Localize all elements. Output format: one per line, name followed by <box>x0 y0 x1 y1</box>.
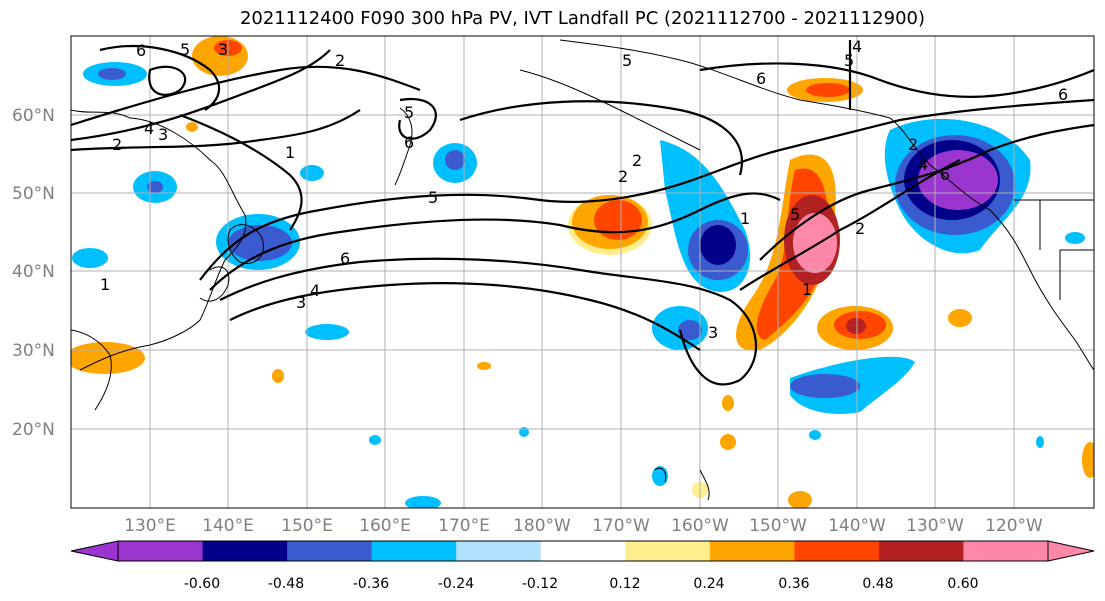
colorbar-extend-max <box>1047 540 1095 562</box>
contour-label: 4 <box>918 155 928 174</box>
colorbar-segment <box>709 541 795 561</box>
longitude-labels: 130°E 140°E 150°E 160°E 170°E 180°W 170°… <box>124 516 1043 536</box>
map-content: 6 5 2 4 3 2 1 6 5 5 6 4 3 1 2 5 2 1 4 5 … <box>71 36 1094 508</box>
colorbar-segment <box>878 541 964 561</box>
contour-label: 4 <box>144 119 154 138</box>
colorbar-tick-label: 0.48 <box>862 576 893 592</box>
lat-label: 50°N <box>12 184 55 204</box>
lon-label: 140°W <box>828 516 886 536</box>
colorbar-tick-label: -0.36 <box>353 576 389 592</box>
contour-label: 5 <box>428 188 438 207</box>
colorbar-segment <box>118 541 204 561</box>
pv-anomaly-fill <box>71 36 1094 508</box>
contour-label: 2 <box>112 135 122 154</box>
contour-label: 2 <box>908 135 918 154</box>
contour-labels: 6 5 2 4 3 2 1 6 5 5 6 4 3 1 2 5 2 1 4 5 … <box>100 37 1068 342</box>
map-frame <box>70 35 1095 509</box>
map-background <box>71 36 1094 508</box>
colorbar-segment <box>202 541 288 561</box>
contour-label: 2 <box>632 151 642 170</box>
latitude-labels: 20°N 30°N 40°N 50°N 60°N <box>12 106 55 440</box>
contour-label: 3 <box>218 40 228 59</box>
contour-label: 1 <box>740 209 750 228</box>
colorbar-segment <box>371 541 457 561</box>
colorbar-segment <box>625 541 711 561</box>
contour-label: 4 <box>310 281 320 300</box>
lon-label: 170°W <box>592 516 650 536</box>
lon-label: 160°W <box>671 516 729 536</box>
contour-label: 2 <box>855 219 865 238</box>
lat-label: 30°N <box>12 341 55 361</box>
contour-label: 5 <box>622 51 632 70</box>
contour-label: 6 <box>940 165 950 184</box>
colorbar-tick-label: -0.48 <box>268 576 304 592</box>
lon-label: 140°E <box>202 516 254 536</box>
colorbar-labels: -0.60 -0.48 -0.36 -0.24 -0.12 0.12 0.24 … <box>184 576 979 592</box>
contour-label: 1 <box>802 280 812 299</box>
contour-label: 2 <box>618 167 628 186</box>
colorbar-tick-label: -0.24 <box>438 576 474 592</box>
colorbar-segment <box>794 541 880 561</box>
lon-label: 130°W <box>906 516 964 536</box>
lon-label: 170°E <box>438 516 490 536</box>
contour-label: 3 <box>296 293 306 312</box>
colorbar-frame <box>117 540 1049 562</box>
lat-label: 60°N <box>12 106 55 126</box>
contour-label: 5 <box>790 205 800 224</box>
lon-label: 120°W <box>985 516 1043 536</box>
lat-label: 40°N <box>12 262 55 282</box>
lon-label: 130°E <box>124 516 176 536</box>
contour-label: 6 <box>1058 85 1068 104</box>
colorbar-segment <box>963 541 1049 561</box>
lon-label: 150°E <box>281 516 333 536</box>
colorbar-tick-label: 0.12 <box>609 576 640 592</box>
colorbar-segment <box>287 541 373 561</box>
colorbar-tick-label: -0.60 <box>184 576 220 592</box>
lon-label: 150°W <box>749 516 807 536</box>
contour-label: 1 <box>285 143 295 162</box>
coastlines <box>71 39 1094 501</box>
lat-label: 20°N <box>12 420 55 440</box>
lon-label: 180°W <box>513 516 571 536</box>
map-title: 2021112400 F090 300 hPa PV, IVT Landfall… <box>239 8 926 29</box>
contour-label: 3 <box>708 323 718 342</box>
contour-label: 4 <box>852 37 862 56</box>
colorbar-tick-label: 0.36 <box>778 576 809 592</box>
contour-label: 6 <box>136 41 146 60</box>
contour-label: 1 <box>100 275 110 294</box>
colorbar-tick-label: 0.24 <box>693 576 724 592</box>
contour-label: 2 <box>335 51 345 70</box>
colorbar-tick-label: -0.12 <box>522 576 558 592</box>
contour-label: 6 <box>340 249 350 268</box>
contour-label: 5 <box>404 103 414 122</box>
lon-label: 160°E <box>359 516 411 536</box>
contour-label: 5 <box>180 40 190 59</box>
colorbar-segment <box>456 541 542 561</box>
pv-contours <box>71 40 1094 386</box>
colorbar-tick-label: 0.60 <box>947 576 978 592</box>
contour-label: 6 <box>756 69 766 88</box>
colorbar-extend-min <box>70 540 119 562</box>
contour-label: 3 <box>158 125 168 144</box>
colorbar <box>70 540 1095 562</box>
contour-label: 5 <box>844 51 854 70</box>
contour-label: 6 <box>404 133 414 152</box>
colorbar-segment <box>540 541 626 561</box>
